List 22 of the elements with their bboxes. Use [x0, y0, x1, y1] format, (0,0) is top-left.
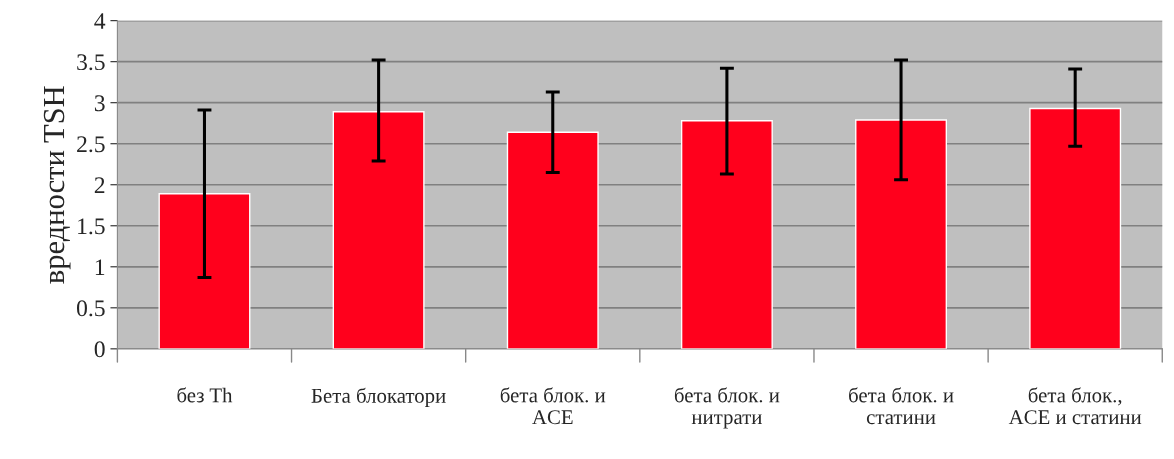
- x-tick-label: бета блок. и нитрати: [674, 387, 780, 429]
- x-tick-label: бета блок., ACE и статини: [1008, 387, 1142, 425]
- y-tick-label: 0: [94, 341, 105, 358]
- bar: [332, 111, 425, 349]
- x-tick-label: Бета блокатори: [311, 387, 446, 408]
- y-tick-label: 1: [95, 259, 105, 275]
- y-axis-title: вредности TSH: [43, 86, 71, 284]
- y-tick-label: 2: [94, 177, 105, 193]
- y-tick-label: 3.5: [77, 54, 105, 71]
- bar: [158, 193, 251, 349]
- y-tick-label: 2.5: [77, 136, 105, 153]
- bar: [1029, 107, 1122, 349]
- bar: [680, 120, 773, 349]
- bar: [855, 119, 948, 349]
- y-tick-label: 0.5: [76, 300, 105, 317]
- x-tick-label: бета блок. и статини: [849, 387, 954, 425]
- y-tick-label: 1.5: [78, 218, 105, 235]
- x-tick-label: бета блок. и ACE: [500, 387, 606, 425]
- y-tick-label: 3: [94, 95, 105, 112]
- y-tick-label: 4: [94, 13, 106, 29]
- bar: [506, 131, 599, 349]
- x-tick-label: без Th: [177, 387, 233, 403]
